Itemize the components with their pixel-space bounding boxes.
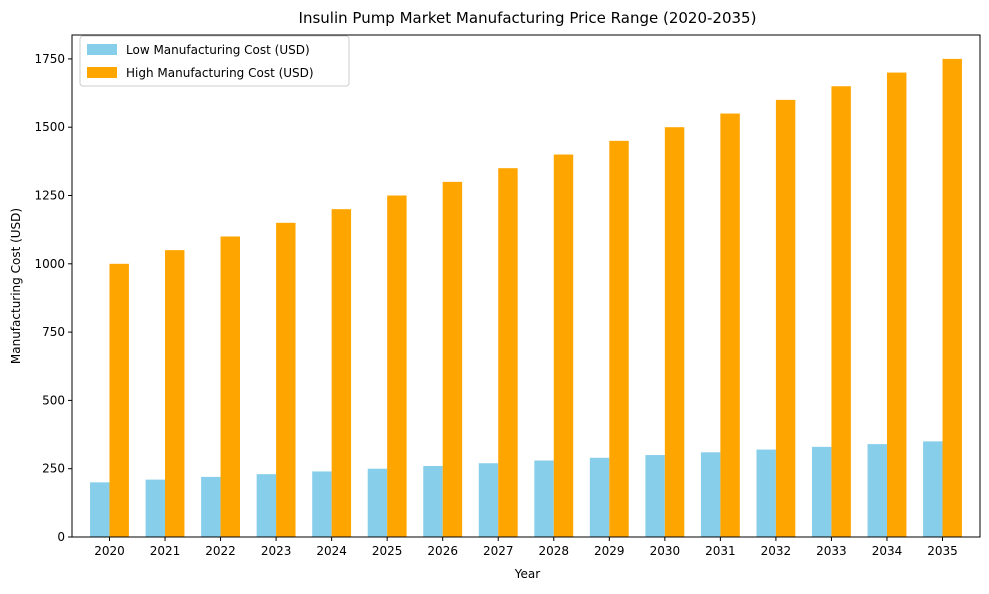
y-axis: 0 250 500 750 1000 1250 1500 1750 — [34, 52, 72, 544]
legend-swatch-high — [87, 67, 117, 78]
bar-high-2021 — [165, 250, 185, 537]
x-tick-label: 2021 — [150, 544, 181, 558]
bar-high-2035 — [942, 58, 962, 538]
x-tick-label: 2020 — [94, 544, 125, 558]
x-tick-label: 2026 — [427, 544, 458, 558]
bar-high-2028 — [553, 154, 574, 537]
bar-low-2034 — [867, 444, 887, 537]
bar-high-2033 — [831, 86, 851, 537]
x-tick-label: 2024 — [316, 544, 347, 558]
y-tick-label: 0 — [57, 530, 65, 544]
bar-high-2029 — [609, 140, 629, 537]
y-tick-label: 1500 — [34, 120, 65, 134]
bar-high-2020 — [109, 263, 129, 537]
bar-low-2029 — [589, 457, 610, 537]
y-tick-label: 1750 — [34, 52, 65, 66]
bar-low-2020 — [90, 482, 110, 537]
x-tick-label: 2029 — [594, 544, 625, 558]
legend-frame — [79, 35, 350, 87]
bar-high-2022 — [220, 236, 240, 538]
x-tick-label: 2032 — [761, 544, 792, 558]
bar-high-2034 — [886, 72, 907, 537]
y-axis-title: Manufacturing Cost (USD) — [9, 208, 23, 364]
x-tick-label: 2031 — [705, 544, 736, 558]
bar-low-2033 — [812, 446, 832, 537]
bar-high-2024 — [331, 209, 352, 537]
x-axis: 2020 2021 2022 2023 2024 2025 2026 2027 2028 2029… — [94, 537, 958, 558]
legend-label-high: High Manufacturing Cost (USD) — [126, 66, 314, 80]
x-tick-label: 2035 — [927, 544, 958, 558]
bar-low-2031 — [700, 452, 721, 537]
bars-group — [90, 58, 962, 538]
bar-high-2030 — [664, 127, 685, 538]
bar-low-2022 — [201, 476, 221, 537]
bar-high-2032 — [775, 99, 796, 538]
plot-frame — [71, 34, 981, 538]
legend: Low Manufacturing Cost (USD) High Manufa… — [79, 35, 350, 87]
bar-low-2025 — [367, 468, 388, 537]
bar-high-2026 — [442, 181, 463, 537]
x-tick-label: 2033 — [816, 544, 847, 558]
x-tick-label: 2023 — [261, 544, 292, 558]
x-tick-label: 2027 — [483, 544, 514, 558]
y-tick-label: 750 — [42, 325, 65, 339]
chart-title: Insulin Pump Market Manufacturing Price … — [299, 9, 757, 27]
bar-low-2032 — [756, 449, 776, 537]
x-tick-label: 2028 — [538, 544, 569, 558]
legend-swatch-low — [87, 44, 117, 55]
bar-low-2027 — [478, 463, 499, 537]
bar-low-2023 — [256, 474, 277, 537]
x-axis-title: Year — [514, 567, 540, 581]
bar-high-2027 — [498, 168, 518, 538]
x-tick-label: 2025 — [372, 544, 403, 558]
bar-low-2028 — [534, 460, 554, 537]
bar-low-2021 — [145, 479, 166, 537]
bar-low-2026 — [423, 465, 443, 537]
x-tick-label: 2034 — [872, 544, 903, 558]
bar-low-2030 — [645, 455, 665, 537]
y-tick-label: 250 — [42, 462, 65, 476]
x-tick-label: 2022 — [205, 544, 236, 558]
y-tick-label: 1000 — [34, 257, 65, 271]
legend-label-low: Low Manufacturing Cost (USD) — [126, 43, 310, 57]
y-tick-label: 500 — [42, 393, 65, 407]
bar-low-2035 — [923, 441, 943, 537]
bar-high-2023 — [276, 222, 296, 538]
bar-low-2024 — [312, 471, 332, 537]
bar-high-2031 — [720, 113, 740, 537]
y-tick-label: 1250 — [34, 189, 65, 203]
bar-high-2025 — [387, 195, 407, 537]
x-tick-label: 2030 — [650, 544, 681, 558]
